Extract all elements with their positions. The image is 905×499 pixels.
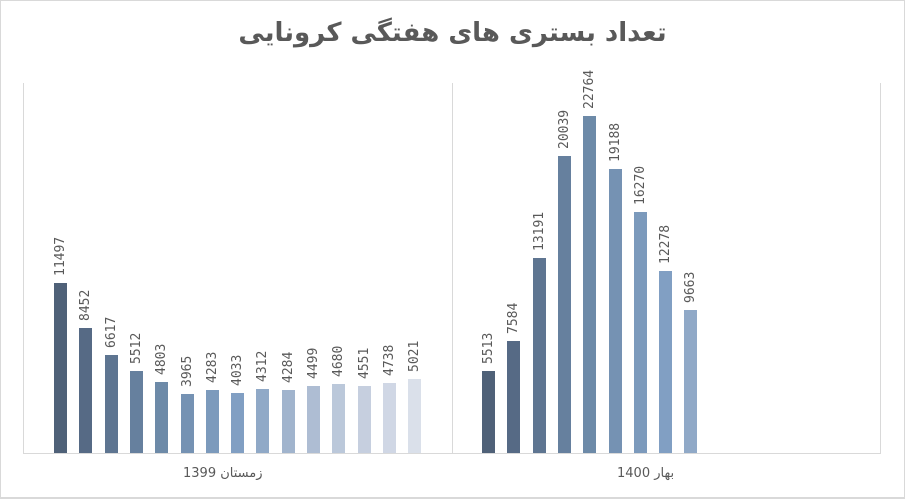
bar: [155, 382, 168, 453]
data-label: 22764: [582, 69, 597, 109]
bar: [79, 328, 92, 453]
bar: [307, 386, 320, 453]
bar: [54, 283, 67, 453]
data-label: 11497: [53, 236, 68, 276]
bar: [609, 169, 622, 453]
data-label: 4803: [154, 343, 169, 375]
bar: [130, 371, 143, 453]
data-label: 4680: [331, 345, 346, 377]
data-label: 9663: [683, 271, 698, 303]
bar: [181, 394, 194, 453]
data-label: 4312: [255, 350, 270, 382]
plot-right-border: [880, 83, 881, 453]
bar: [206, 390, 219, 453]
data-label: 5021: [407, 340, 422, 372]
bar: [408, 379, 421, 453]
bar: [684, 310, 697, 453]
data-label: 7584: [506, 302, 521, 334]
bar: [634, 212, 647, 453]
data-label: 16270: [633, 165, 648, 205]
chart-title: تعداد بستری های هفتگی کرونایی: [238, 18, 667, 48]
bar: [105, 355, 118, 453]
data-label: 13191: [532, 211, 547, 251]
category-label-spring-1400: بهار 1400: [617, 466, 675, 481]
bar: [659, 271, 672, 453]
data-label: 4499: [306, 347, 321, 379]
bar: [358, 386, 371, 453]
bar: [332, 384, 345, 453]
data-label: 20039: [557, 109, 572, 149]
category-label-winter-1399: زمستان 1399: [183, 466, 263, 481]
bar: [482, 371, 495, 453]
bar: [583, 116, 596, 453]
data-label: 4738: [382, 344, 397, 376]
data-label: 3965: [180, 355, 195, 387]
bar: [558, 156, 571, 453]
data-label: 4033: [230, 354, 245, 386]
data-label: 6617: [104, 316, 119, 348]
bar: [231, 393, 244, 453]
data-label: 19188: [608, 122, 623, 162]
data-label: 5513: [481, 332, 496, 364]
bar: [507, 341, 520, 453]
bar: [383, 383, 396, 453]
data-label: 4283: [205, 351, 220, 383]
data-label: 8452: [78, 289, 93, 321]
bar: [282, 390, 295, 453]
data-label: 4551: [357, 347, 372, 379]
x-axis-line: [23, 453, 881, 454]
plot-left-border: [23, 83, 24, 453]
data-label: 5512: [129, 332, 144, 364]
data-label: 4284: [281, 351, 296, 383]
bar: [533, 258, 546, 453]
data-label: 12278: [658, 224, 673, 264]
bar: [256, 389, 269, 453]
plot-area: 11497 8452 6617 5512 4803 3965 4283 4033 4312 428…: [23, 70, 881, 454]
group-divider: [452, 83, 453, 453]
